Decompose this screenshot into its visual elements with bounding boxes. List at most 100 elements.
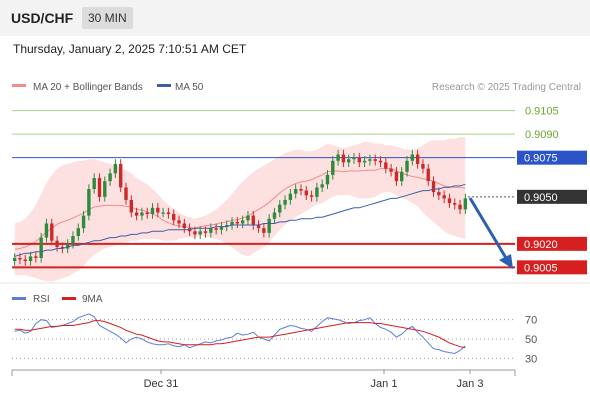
candle-down <box>203 231 208 233</box>
candle-down <box>304 190 308 196</box>
support-level-tag <box>517 236 587 251</box>
candle-down <box>124 187 128 200</box>
candle-down <box>34 256 38 258</box>
candle-up <box>230 221 234 226</box>
rsi-ma-legend-label: 9MA <box>82 294 103 305</box>
candle-down <box>415 154 420 164</box>
candle-down <box>453 203 457 205</box>
candle-up <box>246 215 250 221</box>
candle-up <box>283 199 287 205</box>
bollinger-band-area <box>14 137 466 282</box>
candle-up <box>76 228 80 236</box>
candle-down <box>373 159 377 161</box>
target-level-label: 0.9090 <box>525 129 559 141</box>
timeframe-button[interactable]: 30 MIN <box>82 7 133 29</box>
header-bar: USD/CHF 30 MIN <box>0 0 590 36</box>
candle-up <box>28 256 33 262</box>
candle-down <box>50 223 54 241</box>
candle-up <box>410 154 415 161</box>
last-price-label: 0.9050 <box>524 192 558 204</box>
candle-up <box>293 189 298 194</box>
support-level-tag <box>517 260 587 275</box>
candle-down <box>421 163 425 169</box>
candle-down <box>23 259 27 262</box>
rsi-ma-legend-swatch <box>62 297 76 300</box>
ma50-line <box>14 183 466 257</box>
candle-up <box>463 198 468 210</box>
candle-down <box>426 168 430 182</box>
candle-up <box>12 257 17 262</box>
candle-up <box>400 171 404 182</box>
support-level-label: 0.9020 <box>524 239 558 251</box>
candle-up <box>150 207 155 215</box>
candle-up <box>39 237 43 258</box>
candle-down <box>235 221 240 224</box>
candle-up <box>278 204 282 213</box>
candle-down <box>214 228 218 230</box>
candle-up <box>315 187 319 197</box>
candle-down <box>256 225 261 229</box>
candle-up <box>225 225 229 227</box>
candle-down <box>55 240 59 247</box>
candle-down <box>389 168 393 172</box>
candle-up <box>267 218 271 233</box>
candle-down <box>309 195 314 197</box>
research-credit: Research © 2025 Trading Central <box>432 82 581 93</box>
candle-down <box>378 160 383 163</box>
candle-down <box>447 198 452 204</box>
candle-up <box>71 236 75 244</box>
candle-up <box>65 243 70 249</box>
candle-up <box>346 159 351 163</box>
rsi-line <box>14 313 466 355</box>
candle-up <box>113 163 118 174</box>
candle-up <box>140 212 144 216</box>
rsi-level-label: 70 <box>525 315 537 327</box>
forecast-arrow <box>468 197 508 259</box>
candle-down <box>431 181 436 193</box>
candle-down <box>437 192 441 196</box>
candle-down <box>134 212 139 216</box>
candle-down <box>177 220 181 224</box>
candle-up <box>198 231 202 235</box>
candle-up <box>288 193 293 200</box>
candle-down <box>341 154 346 163</box>
x-axis-label: Jan 1 <box>371 378 398 390</box>
candle-down <box>458 204 462 210</box>
candle-up <box>240 220 245 224</box>
candle-down <box>118 163 123 188</box>
candle-up <box>161 212 165 214</box>
candle-down <box>156 207 160 213</box>
candle-up <box>336 154 340 161</box>
candle-down <box>60 246 65 249</box>
rsi-legend-swatch <box>12 297 26 300</box>
bollinger-legend-swatch <box>12 84 26 87</box>
rsi-ma-line <box>14 320 466 349</box>
ma50-legend-swatch <box>157 84 171 87</box>
rsi-level-label: 50 <box>525 334 537 346</box>
candle-down <box>357 157 362 163</box>
bollinger-legend-label: MA 20 + Bollinger Bands <box>33 82 143 93</box>
candle-down <box>166 212 171 215</box>
pivot-level-tag <box>517 150 587 165</box>
candle-down <box>129 199 134 213</box>
timestamp: Thursday, January 2, 2025 7:10:51 AM CET <box>13 42 247 56</box>
candle-down <box>394 171 399 182</box>
candle-up <box>405 160 409 172</box>
candle-up <box>209 228 213 233</box>
rsi-legend-label: RSI <box>33 294 50 305</box>
candle-up <box>103 181 107 197</box>
candle-down <box>97 178 102 197</box>
candle-up <box>331 160 335 175</box>
ma50-legend-label: MA 50 <box>175 82 204 93</box>
candle-down <box>193 231 197 235</box>
candle-up <box>368 159 372 161</box>
candle-up <box>272 212 277 219</box>
candle-down <box>442 195 446 199</box>
candle-up <box>320 184 324 188</box>
candle-down <box>145 212 149 215</box>
candle-up <box>81 215 86 229</box>
candle-down <box>262 228 266 233</box>
candle-down <box>18 257 22 260</box>
instrument-title: USD/CHF <box>11 10 74 26</box>
candle-up <box>108 173 112 182</box>
